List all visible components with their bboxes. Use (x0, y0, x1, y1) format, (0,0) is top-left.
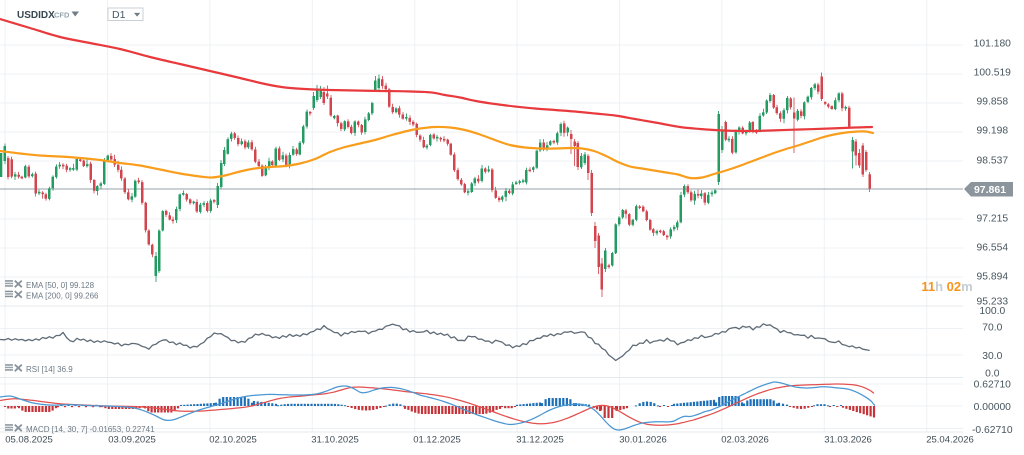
svg-text:02.10.2025: 02.10.2025 (209, 435, 257, 446)
svg-text:97.861: 97.861 (974, 184, 1006, 196)
svg-text:99.198: 99.198 (977, 126, 1009, 137)
svg-text:31.12.2025: 31.12.2025 (516, 435, 564, 446)
svg-text:01.12.2025: 01.12.2025 (413, 435, 461, 446)
svg-text:100.519: 100.519 (974, 68, 1011, 79)
svg-text:25.04.2026: 25.04.2026 (926, 435, 974, 446)
svg-text:0.62710: 0.62710 (974, 380, 1011, 391)
svg-text:MACD [14, 30, 7] -0.01653, 0.2: MACD [14, 30, 7] -0.01653, 0.22741 (26, 425, 155, 434)
svg-text:02.03.2026: 02.03.2026 (721, 435, 769, 446)
svg-text:0.0: 0.0 (985, 369, 1000, 380)
svg-text:CFD: CFD (54, 11, 70, 20)
svg-text:31.03.2026: 31.03.2026 (824, 435, 872, 446)
svg-text:EMA [50, 0] 99.128: EMA [50, 0] 99.128 (26, 281, 95, 290)
svg-text:100.0: 100.0 (979, 306, 1005, 317)
svg-text:30.0: 30.0 (982, 351, 1002, 362)
svg-text:0.00000: 0.00000 (974, 402, 1011, 413)
svg-text:70.0: 70.0 (982, 322, 1002, 333)
svg-text:-0.62710: -0.62710 (972, 425, 1013, 436)
svg-text:EMA [200, 0] 99.266: EMA [200, 0] 99.266 (26, 292, 99, 301)
svg-text:31.10.2025: 31.10.2025 (311, 435, 359, 446)
svg-text:11h 02m: 11h 02m (921, 279, 972, 294)
svg-text:98.537: 98.537 (977, 156, 1009, 167)
svg-text:30.01.2026: 30.01.2026 (619, 435, 667, 446)
svg-text:99.858: 99.858 (977, 97, 1009, 108)
svg-text:95.233: 95.233 (977, 297, 1009, 308)
svg-text:03.09.2025: 03.09.2025 (108, 435, 156, 446)
svg-text:96.554: 96.554 (977, 243, 1009, 254)
svg-text:97.215: 97.215 (977, 214, 1009, 225)
svg-text:D1: D1 (112, 9, 126, 21)
svg-text:101.180: 101.180 (974, 39, 1011, 50)
svg-text:USDIDX: USDIDX (17, 10, 55, 21)
svg-text:95.894: 95.894 (977, 272, 1009, 283)
svg-text:05.08.2025: 05.08.2025 (5, 435, 53, 446)
svg-text:RSI [14] 36.9: RSI [14] 36.9 (26, 365, 73, 374)
